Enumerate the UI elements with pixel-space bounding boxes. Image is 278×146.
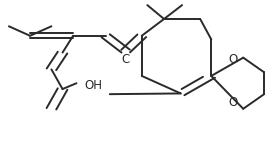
Text: O: O bbox=[228, 53, 238, 66]
Text: C: C bbox=[121, 53, 130, 66]
Text: O: O bbox=[228, 96, 238, 109]
Text: OH: OH bbox=[85, 79, 103, 92]
